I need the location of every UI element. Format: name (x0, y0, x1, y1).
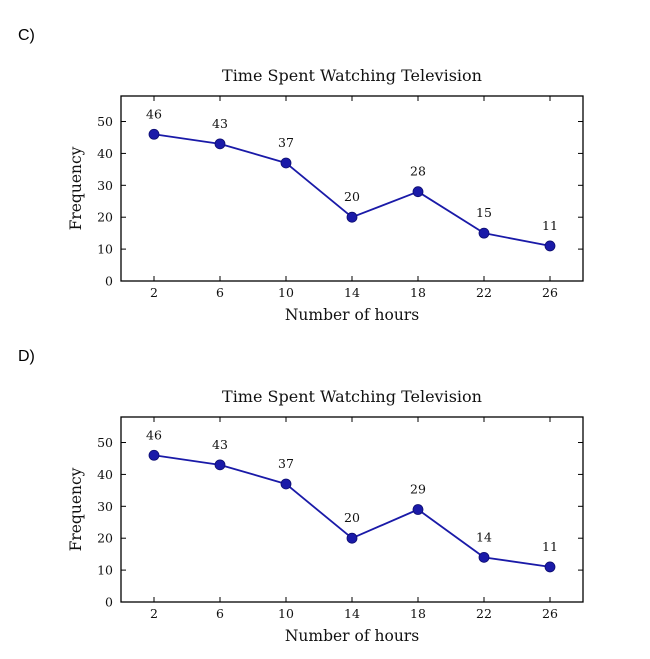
x-tick-label: 22 (476, 285, 492, 300)
x-tick-label: 6 (216, 606, 224, 621)
data-point (478, 551, 490, 563)
x-axis-label: Number of hours (285, 306, 419, 324)
data-point (148, 449, 160, 461)
data-point (280, 478, 292, 490)
x-tick-label: 2 (150, 606, 158, 621)
y-tick-label: 50 (97, 114, 113, 129)
x-tick-label: 22 (476, 606, 492, 621)
y-axis-label: Frequency (67, 467, 85, 551)
y-tick-label: 30 (97, 178, 113, 193)
x-tick-label: 2 (150, 285, 158, 300)
data-label: 43 (212, 437, 228, 452)
x-tick-label: 6 (216, 285, 224, 300)
chart-title: Time Spent Watching Television (222, 387, 482, 406)
x-tick-label: 18 (410, 285, 426, 300)
data-label: 46 (146, 106, 162, 121)
y-tick-label: 40 (97, 146, 113, 161)
data-label: 20 (344, 189, 360, 204)
data-point (214, 138, 226, 150)
y-tick-label: 20 (97, 531, 113, 546)
y-tick-label: 50 (97, 435, 113, 450)
data-label: 28 (410, 164, 426, 179)
y-tick-label: 10 (97, 563, 113, 578)
data-point (412, 504, 424, 515)
y-tick-label: 0 (105, 595, 113, 610)
data-point (148, 128, 160, 140)
data-point (544, 561, 556, 573)
data-point (544, 240, 556, 252)
data-point (412, 186, 424, 198)
data-label: 20 (344, 510, 360, 525)
data-label: 15 (476, 205, 492, 220)
y-tick-label: 0 (105, 274, 113, 289)
data-point (280, 157, 292, 169)
data-label: 43 (212, 116, 228, 131)
data-label: 14 (476, 529, 492, 544)
x-tick-label: 18 (410, 606, 426, 621)
option-c-label: C) (18, 27, 35, 44)
data-point (346, 532, 358, 544)
chart-option-d: Time Spent Watching Television Number of … (67, 387, 584, 645)
x-tick-label: 10 (278, 606, 294, 621)
data-label: 37 (278, 135, 294, 150)
option-d-label: D) (18, 348, 35, 365)
y-tick-label: 30 (97, 499, 113, 514)
data-point (478, 227, 490, 239)
y-tick-label: 10 (97, 242, 113, 257)
data-label: 11 (542, 539, 558, 554)
x-tick-label: 14 (344, 606, 360, 621)
data-point (346, 211, 358, 223)
data-label: 37 (278, 456, 294, 471)
y-axis-label: Frequency (67, 146, 85, 230)
data-label: 11 (542, 218, 558, 233)
data-label: 46 (146, 427, 162, 442)
x-tick-label: 26 (542, 285, 558, 300)
data-label: 29 (410, 482, 426, 497)
x-tick-label: 10 (278, 285, 294, 300)
chart-title: Time Spent Watching Television (222, 66, 482, 85)
data-point (214, 459, 226, 471)
x-tick-label: 26 (542, 606, 558, 621)
x-tick-label: 14 (344, 285, 360, 300)
chart-option-c: Time Spent Watching Television Number of … (67, 66, 584, 324)
y-tick-label: 20 (97, 210, 113, 225)
x-axis-label: Number of hours (285, 627, 419, 645)
y-tick-label: 40 (97, 467, 113, 482)
